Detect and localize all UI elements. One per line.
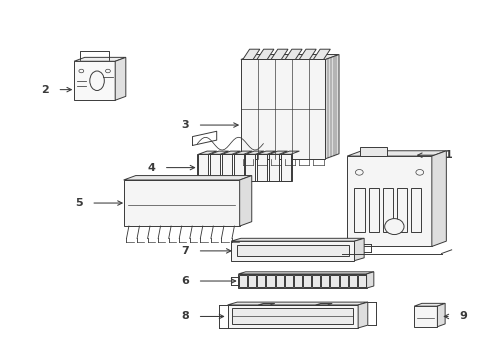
Polygon shape bbox=[366, 272, 373, 288]
Polygon shape bbox=[284, 275, 292, 287]
Polygon shape bbox=[243, 49, 259, 59]
Polygon shape bbox=[232, 309, 352, 324]
Polygon shape bbox=[258, 303, 274, 305]
Polygon shape bbox=[227, 302, 367, 305]
Polygon shape bbox=[74, 57, 125, 61]
Polygon shape bbox=[222, 154, 231, 181]
Polygon shape bbox=[115, 57, 125, 100]
Polygon shape bbox=[293, 275, 302, 287]
Polygon shape bbox=[280, 154, 290, 181]
Ellipse shape bbox=[384, 219, 403, 235]
Polygon shape bbox=[222, 151, 240, 154]
Polygon shape bbox=[268, 151, 287, 154]
Text: 2: 2 bbox=[41, 85, 49, 95]
Polygon shape bbox=[123, 180, 239, 226]
Polygon shape bbox=[74, 61, 115, 100]
Polygon shape bbox=[239, 275, 246, 287]
Polygon shape bbox=[238, 274, 366, 288]
Polygon shape bbox=[275, 275, 283, 287]
Polygon shape bbox=[231, 238, 364, 241]
Polygon shape bbox=[280, 151, 299, 154]
Polygon shape bbox=[436, 303, 444, 327]
Polygon shape bbox=[247, 275, 256, 287]
Polygon shape bbox=[198, 154, 208, 181]
Polygon shape bbox=[239, 176, 251, 226]
Polygon shape bbox=[346, 151, 446, 156]
Ellipse shape bbox=[90, 71, 104, 90]
Polygon shape bbox=[256, 49, 273, 59]
Text: 6: 6 bbox=[181, 276, 188, 286]
Text: 1: 1 bbox=[444, 150, 452, 160]
Polygon shape bbox=[266, 275, 274, 287]
Text: 4: 4 bbox=[147, 163, 155, 172]
Polygon shape bbox=[123, 176, 251, 180]
Polygon shape bbox=[233, 154, 243, 181]
Polygon shape bbox=[257, 275, 265, 287]
Polygon shape bbox=[346, 156, 431, 247]
Text: 9: 9 bbox=[459, 311, 467, 321]
Polygon shape bbox=[348, 275, 356, 287]
Polygon shape bbox=[321, 275, 329, 287]
Polygon shape bbox=[303, 275, 310, 287]
Polygon shape bbox=[270, 49, 287, 59]
Polygon shape bbox=[257, 154, 266, 181]
Polygon shape bbox=[359, 147, 386, 156]
Polygon shape bbox=[237, 246, 348, 256]
Text: 5: 5 bbox=[75, 198, 82, 208]
Polygon shape bbox=[268, 154, 278, 181]
Polygon shape bbox=[233, 151, 252, 154]
Polygon shape bbox=[210, 151, 228, 154]
Polygon shape bbox=[241, 59, 325, 159]
Polygon shape bbox=[245, 154, 255, 181]
Polygon shape bbox=[210, 154, 220, 181]
Text: 8: 8 bbox=[181, 311, 188, 321]
Polygon shape bbox=[330, 275, 338, 287]
Polygon shape bbox=[198, 151, 217, 154]
Polygon shape bbox=[413, 306, 436, 327]
Text: 7: 7 bbox=[181, 246, 188, 256]
Polygon shape bbox=[245, 151, 264, 154]
Polygon shape bbox=[315, 303, 331, 305]
Polygon shape bbox=[231, 241, 354, 261]
Polygon shape bbox=[238, 272, 373, 274]
Polygon shape bbox=[285, 49, 302, 59]
Polygon shape bbox=[357, 302, 367, 328]
Polygon shape bbox=[357, 275, 366, 287]
Polygon shape bbox=[325, 54, 338, 159]
Polygon shape bbox=[413, 303, 444, 306]
Polygon shape bbox=[431, 151, 446, 247]
Text: 3: 3 bbox=[181, 120, 188, 130]
Polygon shape bbox=[354, 238, 364, 261]
Polygon shape bbox=[339, 275, 347, 287]
Polygon shape bbox=[227, 305, 357, 328]
Polygon shape bbox=[313, 49, 329, 59]
Polygon shape bbox=[311, 275, 320, 287]
Polygon shape bbox=[299, 49, 316, 59]
Polygon shape bbox=[257, 151, 275, 154]
Polygon shape bbox=[241, 54, 338, 59]
